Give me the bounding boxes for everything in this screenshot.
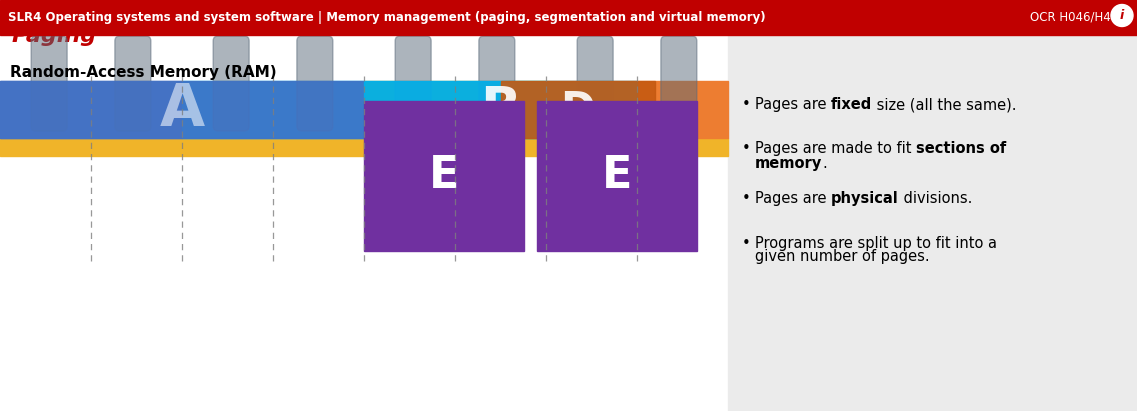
Text: Programs are split up to fit into a: Programs are split up to fit into a	[755, 236, 997, 251]
Text: given number of pages.: given number of pages.	[755, 249, 930, 264]
Text: •: •	[742, 236, 750, 251]
Bar	[0, 0, 1137, 35]
FancyBboxPatch shape	[297, 36, 333, 131]
FancyBboxPatch shape	[578, 36, 613, 131]
FancyBboxPatch shape	[115, 36, 151, 131]
Bar	[0, 138, 728, 156]
Text: .: .	[822, 156, 827, 171]
FancyBboxPatch shape	[31, 36, 67, 131]
Text: Random-Access Memory (RAM): Random-Access Memory (RAM)	[10, 65, 276, 81]
Bar	[364, 101, 524, 251]
Text: E: E	[429, 155, 459, 197]
Text: B: B	[480, 83, 521, 136]
Text: OCR H046/H466: OCR H046/H466	[1030, 11, 1126, 24]
Circle shape	[1111, 5, 1132, 26]
FancyBboxPatch shape	[661, 36, 697, 131]
Bar	[500, 81, 655, 138]
Text: •: •	[742, 141, 750, 156]
Bar	[537, 101, 697, 251]
Text: physical: physical	[831, 191, 899, 206]
Text: SLR4 Operating systems and system software | Memory management (paging, segmenta: SLR4 Operating systems and system softwa…	[8, 11, 765, 24]
FancyBboxPatch shape	[479, 36, 515, 131]
Text: E: E	[601, 155, 632, 197]
Text: memory: memory	[755, 156, 822, 171]
Text: Pages are made to fit: Pages are made to fit	[755, 141, 916, 156]
Text: i: i	[1120, 9, 1124, 22]
FancyBboxPatch shape	[396, 36, 431, 131]
Bar	[728, 35, 1137, 411]
Text: Pages are: Pages are	[755, 97, 831, 112]
Bar	[0, 81, 364, 138]
Text: sections of: sections of	[916, 141, 1006, 156]
Text: •: •	[742, 191, 750, 206]
Bar	[0, 81, 182, 138]
Text: Pages are: Pages are	[755, 191, 831, 206]
Text: divisions.: divisions.	[899, 191, 972, 206]
Bar	[182, 81, 364, 138]
Bar	[364, 81, 546, 138]
Text: D: D	[561, 88, 595, 131]
Text: Paging: Paging	[13, 26, 97, 46]
Text: fixed: fixed	[831, 97, 872, 112]
Bar	[364, 81, 637, 138]
Text: size (all the same).: size (all the same).	[872, 97, 1016, 112]
Bar	[546, 81, 728, 138]
Text: •: •	[742, 97, 750, 112]
Text: A: A	[159, 81, 205, 138]
FancyBboxPatch shape	[213, 36, 249, 131]
